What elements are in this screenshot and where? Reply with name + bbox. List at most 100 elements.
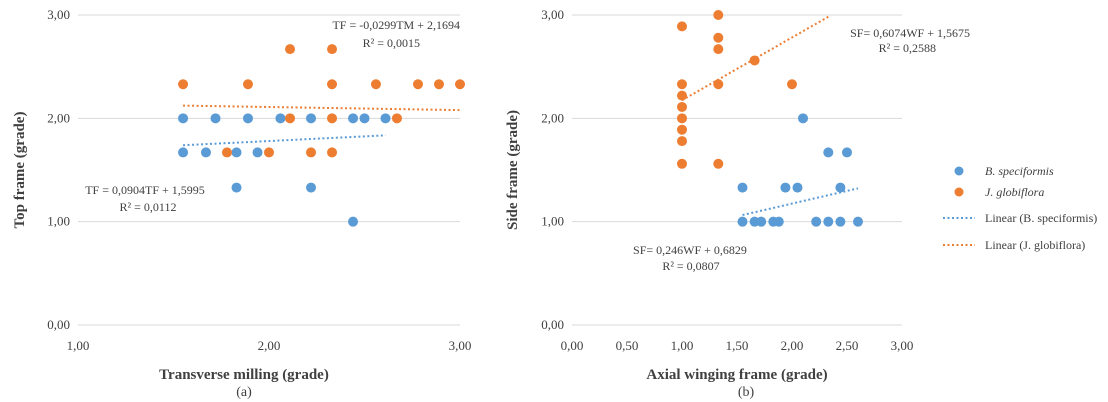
point-b-s1-13 (749, 55, 760, 66)
point-a-s0-1 (210, 113, 221, 124)
y-tick-label-b-0: 0,00 (541, 317, 564, 332)
y-tick-label-b-2: 2,00 (541, 110, 564, 125)
point-a-s1-10 (327, 113, 338, 124)
point-b-s1-12 (713, 158, 724, 169)
point-b-s1-3 (677, 101, 687, 112)
point-a-s1-2 (327, 79, 338, 90)
point-b-s0-11 (773, 216, 784, 227)
legend: B. speciformis J. globiflora Linear (B. sp… (943, 164, 1097, 252)
point-b-s0-5 (792, 182, 803, 193)
legend-marker-1 (954, 187, 964, 197)
svg-text:TF = 0,0904TF + 1,5995: TF = 0,0904TF + 1,5995 (85, 183, 205, 197)
point-b-s0-14 (835, 216, 846, 227)
trend-equation-b-blue: SF= 0,246WF + 0,6829 R² = 0,0807 (633, 243, 747, 273)
point-a-s0-2 (242, 113, 253, 124)
trendline-a-s0 (183, 134, 386, 147)
x-tick-label-b-3: 1,50 (726, 338, 749, 353)
point-b-s1-2 (677, 90, 687, 101)
point-b-s0-2 (842, 147, 852, 158)
point-b-s0-7 (737, 216, 748, 227)
point-a-s1-1 (242, 79, 253, 90)
point-a-s1-7 (285, 44, 296, 55)
point-a-s0-0 (178, 113, 189, 124)
point-b-s1-1 (677, 79, 687, 90)
svg-text:SF= 0,246WF + 0,6829: SF= 0,246WF + 0,6829 (633, 243, 747, 257)
legend-marker-0 (954, 166, 964, 176)
point-a-s0-11 (252, 147, 263, 158)
point-b-s1-5 (677, 124, 687, 135)
point-b-s0-12 (811, 216, 822, 227)
point-a-s1-8 (327, 44, 338, 55)
point-a-s0-8 (178, 147, 189, 158)
trendline-b-s1 (681, 14, 831, 102)
point-b-s1-7 (677, 158, 687, 169)
point-b-s1-9 (713, 32, 724, 43)
trendline-a-s1 (183, 104, 461, 112)
chart-panel-b: Side frame (grade) Axial winging frame (… (505, 7, 970, 400)
trend-equation-b-orange: SF= 0,6074WF + 1,5675 R² = 0,2588 (850, 26, 970, 55)
point-a-s0-14 (348, 216, 359, 227)
x-tick-label-a-0: 1,00 (67, 338, 90, 353)
trend-equation-a-blue: TF = 0,0904TF + 1,5995 R² = 0,0112 (85, 183, 205, 214)
point-b-s0-1 (823, 147, 834, 158)
svg-text:SF= 0,6074WF + 1,5675: SF= 0,6074WF + 1,5675 (850, 26, 970, 40)
point-a-s1-0 (178, 79, 189, 90)
point-b-s0-0 (798, 113, 808, 124)
chart-panel-a: Top frame (grade) Transverse milling (gr… (12, 7, 471, 400)
point-a-s0-12 (231, 182, 242, 193)
point-b-s0-13 (823, 216, 834, 227)
legend-label-3: Linear (J. globiflora) (985, 238, 1085, 252)
point-b-s1-4 (677, 113, 687, 124)
y-tick-label-b-1: 1,00 (541, 214, 564, 229)
point-a-s1-6 (455, 79, 465, 90)
point-b-s0-6 (835, 182, 846, 193)
point-a-s1-12 (221, 147, 232, 158)
point-a-s0-5 (348, 113, 359, 124)
x-tick-label-b-6: 3,00 (891, 338, 914, 353)
point-b-s1-14 (787, 79, 797, 90)
y-axis-label-b: Side frame (grade) (505, 110, 521, 230)
point-a-s1-11 (391, 113, 402, 124)
point-a-s1-9 (285, 113, 296, 124)
x-tick-label-b-4: 2,00 (781, 338, 804, 353)
x-tick-label-b-1: 0,50 (616, 338, 639, 353)
svg-text:R² = 0,0015: R² = 0,0015 (363, 36, 420, 50)
point-b-s0-3 (737, 182, 748, 193)
point-a-s0-7 (380, 113, 391, 124)
y-tick-label-a-0: 0,00 (47, 317, 70, 332)
x-tick-label-b-0: 0,00 (561, 338, 584, 353)
point-b-s1-11 (713, 79, 724, 90)
x-tick-label-b-2: 1,00 (671, 338, 694, 353)
legend-label-2: Linear (B. speciformis) (985, 211, 1097, 225)
svg-text:R² = 0,0807: R² = 0,0807 (662, 259, 719, 273)
point-b-s0-9 (756, 216, 767, 227)
point-a-s0-9 (200, 147, 211, 158)
y-tick-label-a-3: 3,00 (47, 7, 70, 22)
point-b-s1-0 (677, 21, 687, 32)
y-tick-label-b-3: 3,00 (541, 7, 564, 22)
point-b-s1-10 (713, 44, 724, 55)
x-axis-label-a: Transverse milling (grade) (159, 367, 329, 383)
point-a-s1-4 (412, 79, 423, 90)
x-tick-label-a-1: 2,00 (258, 338, 281, 353)
legend-label-0: B. speciformis (985, 164, 1054, 178)
trend-equation-a-orange: TF = -0,0299TM + 2,1694 R² = 0,0015 (332, 18, 460, 50)
point-a-s1-13 (264, 147, 274, 158)
point-b-s1-6 (677, 136, 687, 147)
point-a-s0-6 (359, 113, 370, 124)
y-tick-label-a-2: 2,00 (47, 110, 70, 125)
trendline-b-s0 (742, 187, 859, 217)
panel-label-a: (a) (236, 385, 252, 400)
y-axis-label-a: Top frame (grade) (12, 112, 28, 229)
point-a-s1-14 (306, 147, 317, 158)
x-axis-label-b: Axial winging frame (grade) (646, 367, 827, 383)
point-a-s1-5 (433, 79, 444, 90)
y-tick-label-a-1: 1,00 (47, 214, 70, 229)
x-tick-label-b-5: 2,50 (836, 338, 859, 353)
point-a-s0-10 (231, 147, 242, 158)
point-b-s0-15 (853, 216, 863, 227)
point-a-s0-4 (306, 113, 317, 124)
svg-text:R² = 0,2588: R² = 0,2588 (879, 41, 936, 55)
point-a-s0-13 (306, 182, 317, 193)
